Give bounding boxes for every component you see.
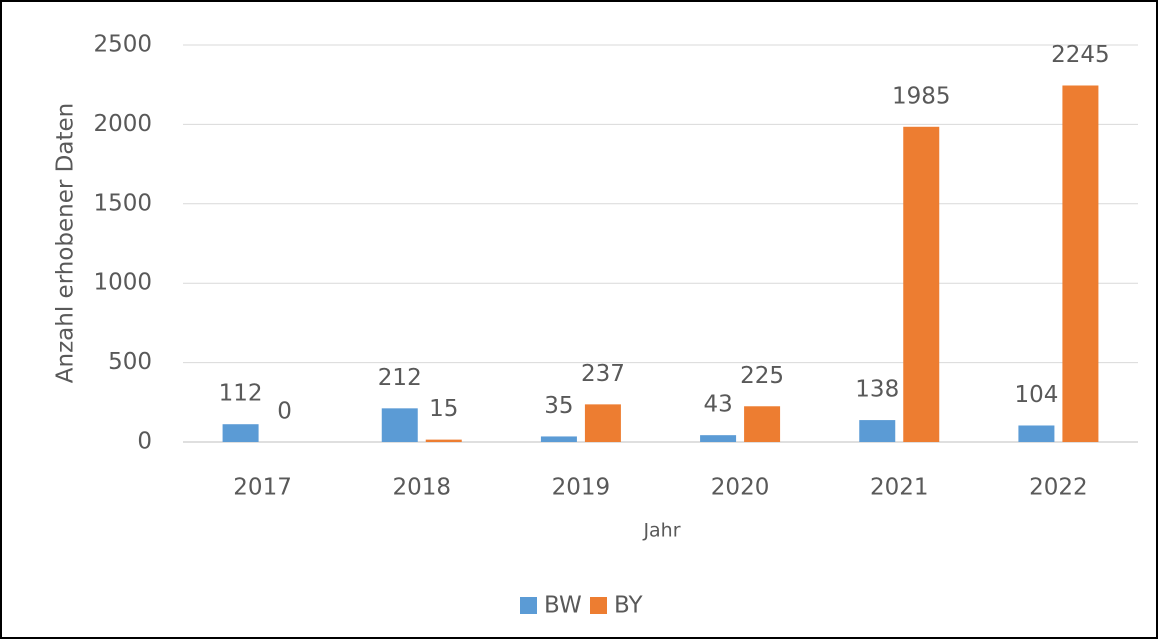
data-label: 112 bbox=[219, 381, 263, 407]
data-label: 212 bbox=[378, 365, 422, 391]
x-tick-label: 2019 bbox=[552, 475, 611, 501]
x-tick-label: 2022 bbox=[1029, 475, 1088, 501]
data-label: 2245 bbox=[1051, 42, 1110, 68]
bar bbox=[1018, 425, 1055, 442]
legend-swatch bbox=[520, 597, 537, 614]
bar bbox=[540, 436, 577, 442]
bar bbox=[584, 404, 621, 442]
data-label: 237 bbox=[581, 361, 625, 387]
data-label: 15 bbox=[429, 396, 458, 422]
bar bbox=[744, 406, 781, 442]
y-tick-label: 2500 bbox=[93, 32, 152, 58]
bar bbox=[381, 408, 418, 442]
data-label: 0 bbox=[277, 399, 292, 425]
data-label: 225 bbox=[740, 363, 784, 389]
x-tick-label: 2018 bbox=[392, 475, 451, 501]
bar bbox=[903, 126, 940, 443]
y-tick-label: 500 bbox=[108, 349, 152, 375]
x-tick-label: 2021 bbox=[870, 475, 929, 501]
y-tick-label: 0 bbox=[137, 429, 152, 455]
data-label: 138 bbox=[855, 377, 899, 403]
legend-label: BY bbox=[614, 593, 644, 619]
bar bbox=[222, 424, 259, 442]
data-label: 43 bbox=[703, 392, 732, 418]
bar bbox=[700, 435, 737, 442]
y-tick-label: 1500 bbox=[93, 190, 152, 216]
x-tick-label: 2017 bbox=[233, 475, 292, 501]
data-label: 1985 bbox=[892, 83, 951, 109]
y-axis-title: Anzahl erhobener Daten bbox=[53, 103, 79, 383]
data-label: 104 bbox=[1014, 382, 1058, 408]
data-label: 35 bbox=[544, 393, 573, 419]
y-tick-label: 2000 bbox=[93, 111, 152, 137]
y-tick-label: 1000 bbox=[93, 270, 152, 296]
bar bbox=[859, 420, 896, 442]
bar bbox=[425, 439, 462, 442]
legend-label: BW bbox=[544, 593, 582, 619]
bar bbox=[1062, 85, 1099, 442]
x-axis-title: Jahr bbox=[642, 520, 680, 542]
legend-swatch bbox=[590, 597, 607, 614]
x-tick-label: 2020 bbox=[711, 475, 770, 501]
